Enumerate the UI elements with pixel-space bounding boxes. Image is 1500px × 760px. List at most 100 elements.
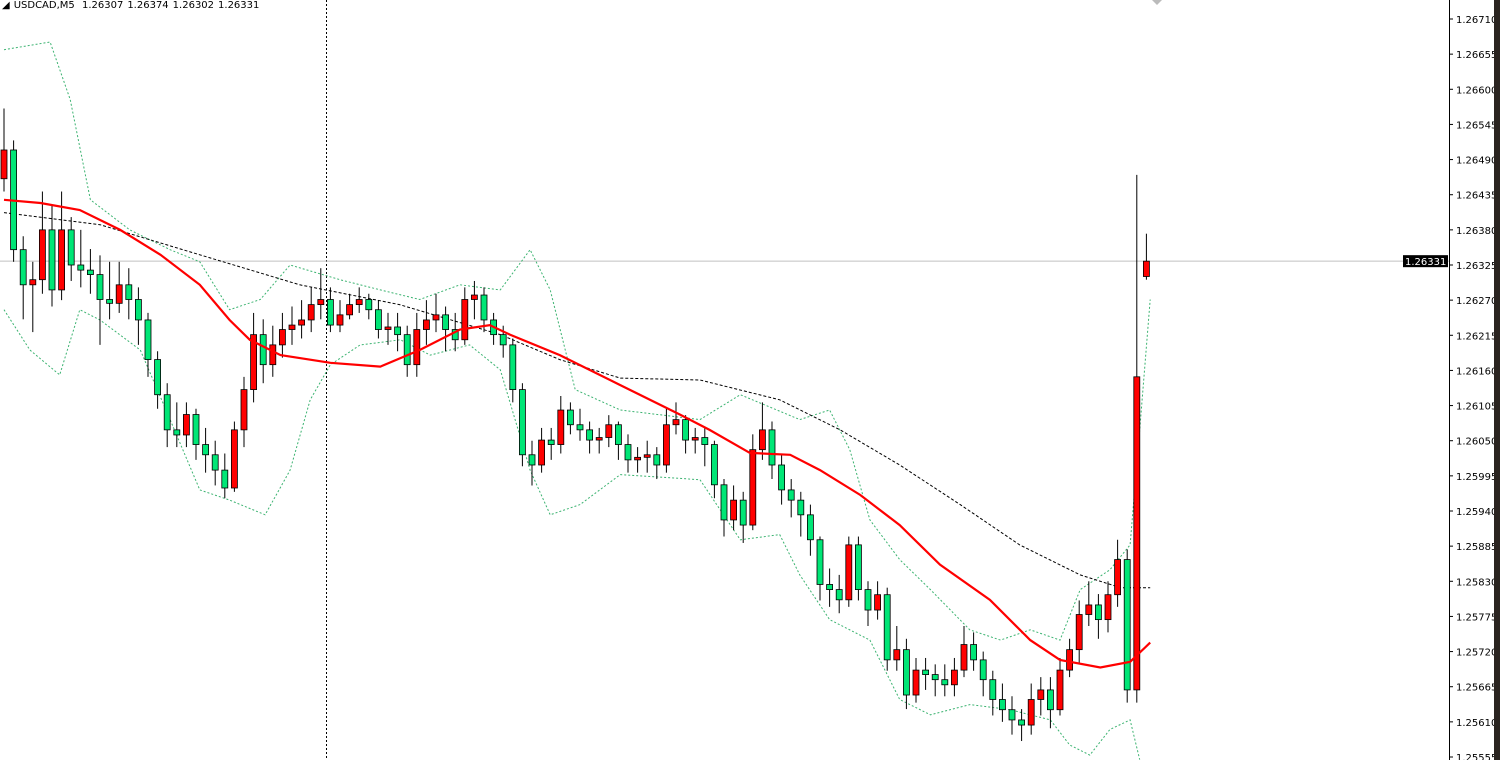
candle-body (269, 344, 277, 366)
price-axis-bg (1449, 0, 1494, 760)
candle-body (461, 299, 469, 341)
candle-body (259, 334, 267, 366)
candle-body (951, 669, 958, 686)
candle-body (1056, 669, 1064, 711)
candle-body (903, 649, 910, 696)
bollinger-upper-band (3, 41, 1151, 641)
candle-body (163, 394, 171, 431)
candle-body (672, 419, 680, 426)
candle-body (778, 464, 785, 491)
candle-body (816, 539, 824, 585)
candle-body (39, 229, 46, 281)
candle-body (326, 299, 334, 326)
candle-body (547, 439, 555, 445)
candle-body (374, 309, 382, 330)
candle-body (106, 299, 113, 304)
candle-body (346, 304, 354, 316)
candle-body (807, 514, 814, 541)
ohlc-open: 1.26307 (81, 0, 124, 11)
candle-body (912, 669, 920, 696)
candle-body (394, 326, 402, 336)
candle-body (682, 419, 689, 441)
candle-body (240, 389, 248, 431)
price-tick-label: 1.26215 (1456, 331, 1497, 342)
candle-body (759, 429, 766, 451)
candle-body (509, 344, 517, 390)
candle-body (1008, 709, 1016, 721)
candle-body (384, 326, 392, 330)
candle-body (115, 284, 123, 304)
candle-body (19, 249, 27, 286)
candle-body (307, 304, 315, 321)
candle-body (864, 589, 872, 611)
candle-body (0, 149, 8, 180)
candle-body (278, 329, 286, 346)
candle-body (230, 429, 238, 489)
candle-body (826, 584, 833, 590)
candle-body (298, 319, 306, 326)
price-tick-label: 1.26710 (1456, 15, 1497, 26)
candle-body (1027, 699, 1035, 726)
candle-body (528, 454, 536, 466)
price-tick-label: 1.26325 (1456, 261, 1497, 272)
price-tick-label: 1.25555 (1456, 753, 1497, 760)
candle-body (519, 389, 526, 456)
price-tick-label: 1.25610 (1456, 718, 1497, 729)
candle-body (202, 444, 210, 456)
candle-body (960, 644, 968, 671)
fast-moving-average (3, 198, 1151, 669)
candle-body (250, 334, 258, 390)
candle-body (999, 699, 1006, 711)
symbol-timeframe: USDCAD,M5 (13, 0, 75, 11)
candle-body (567, 409, 574, 426)
candle-body (211, 454, 219, 471)
candle-body (413, 329, 421, 366)
candle-body (125, 284, 133, 300)
candle-body (144, 319, 152, 360)
candle-body (739, 499, 747, 526)
candle-body (1123, 559, 1131, 691)
candle-body (470, 294, 478, 300)
current-price-label-bg (1403, 255, 1448, 268)
candle-body (883, 594, 891, 661)
price-tick-label: 1.26270 (1456, 296, 1497, 307)
candle-body (768, 429, 776, 466)
candle-body (576, 424, 584, 431)
candle-body (182, 414, 190, 436)
candle-body (557, 409, 565, 445)
candle-body (442, 314, 450, 330)
dropdown-triangle-icon[interactable]: ◢ (2, 0, 10, 11)
candle-body (979, 659, 987, 681)
candle-body (1066, 649, 1073, 671)
ohlc-low: 1.26302 (172, 0, 215, 11)
candle-body (134, 299, 142, 321)
candle-body (1143, 260, 1150, 277)
candle-body (970, 644, 977, 661)
candle-body (1037, 689, 1045, 700)
price-tick-label: 1.26655 (1456, 50, 1497, 61)
candle-body (422, 319, 430, 330)
candle-body (403, 334, 411, 366)
price-tick-label: 1.26380 (1456, 226, 1497, 237)
candle-body (432, 314, 440, 321)
ohlc-high: 1.26374 (127, 0, 169, 11)
candle-body (711, 444, 718, 486)
price-tick-label: 1.26435 (1456, 191, 1497, 202)
candle-body (365, 299, 373, 311)
candle-body (634, 456, 641, 461)
candle-body (48, 229, 56, 291)
candle-body (1018, 719, 1025, 726)
candle-body (691, 437, 699, 441)
candle-body (1085, 604, 1093, 615)
candle-body (595, 437, 603, 441)
price-tick-label: 1.26050 (1456, 437, 1497, 448)
candle-body (317, 299, 325, 306)
candle-body (221, 469, 229, 489)
candle-body (845, 544, 853, 601)
price-tick-label: 1.26545 (1456, 120, 1497, 131)
price-tick-label: 1.25775 (1456, 612, 1497, 623)
candle-body (989, 679, 997, 700)
candle-body (87, 269, 94, 275)
candle-body (615, 424, 622, 445)
